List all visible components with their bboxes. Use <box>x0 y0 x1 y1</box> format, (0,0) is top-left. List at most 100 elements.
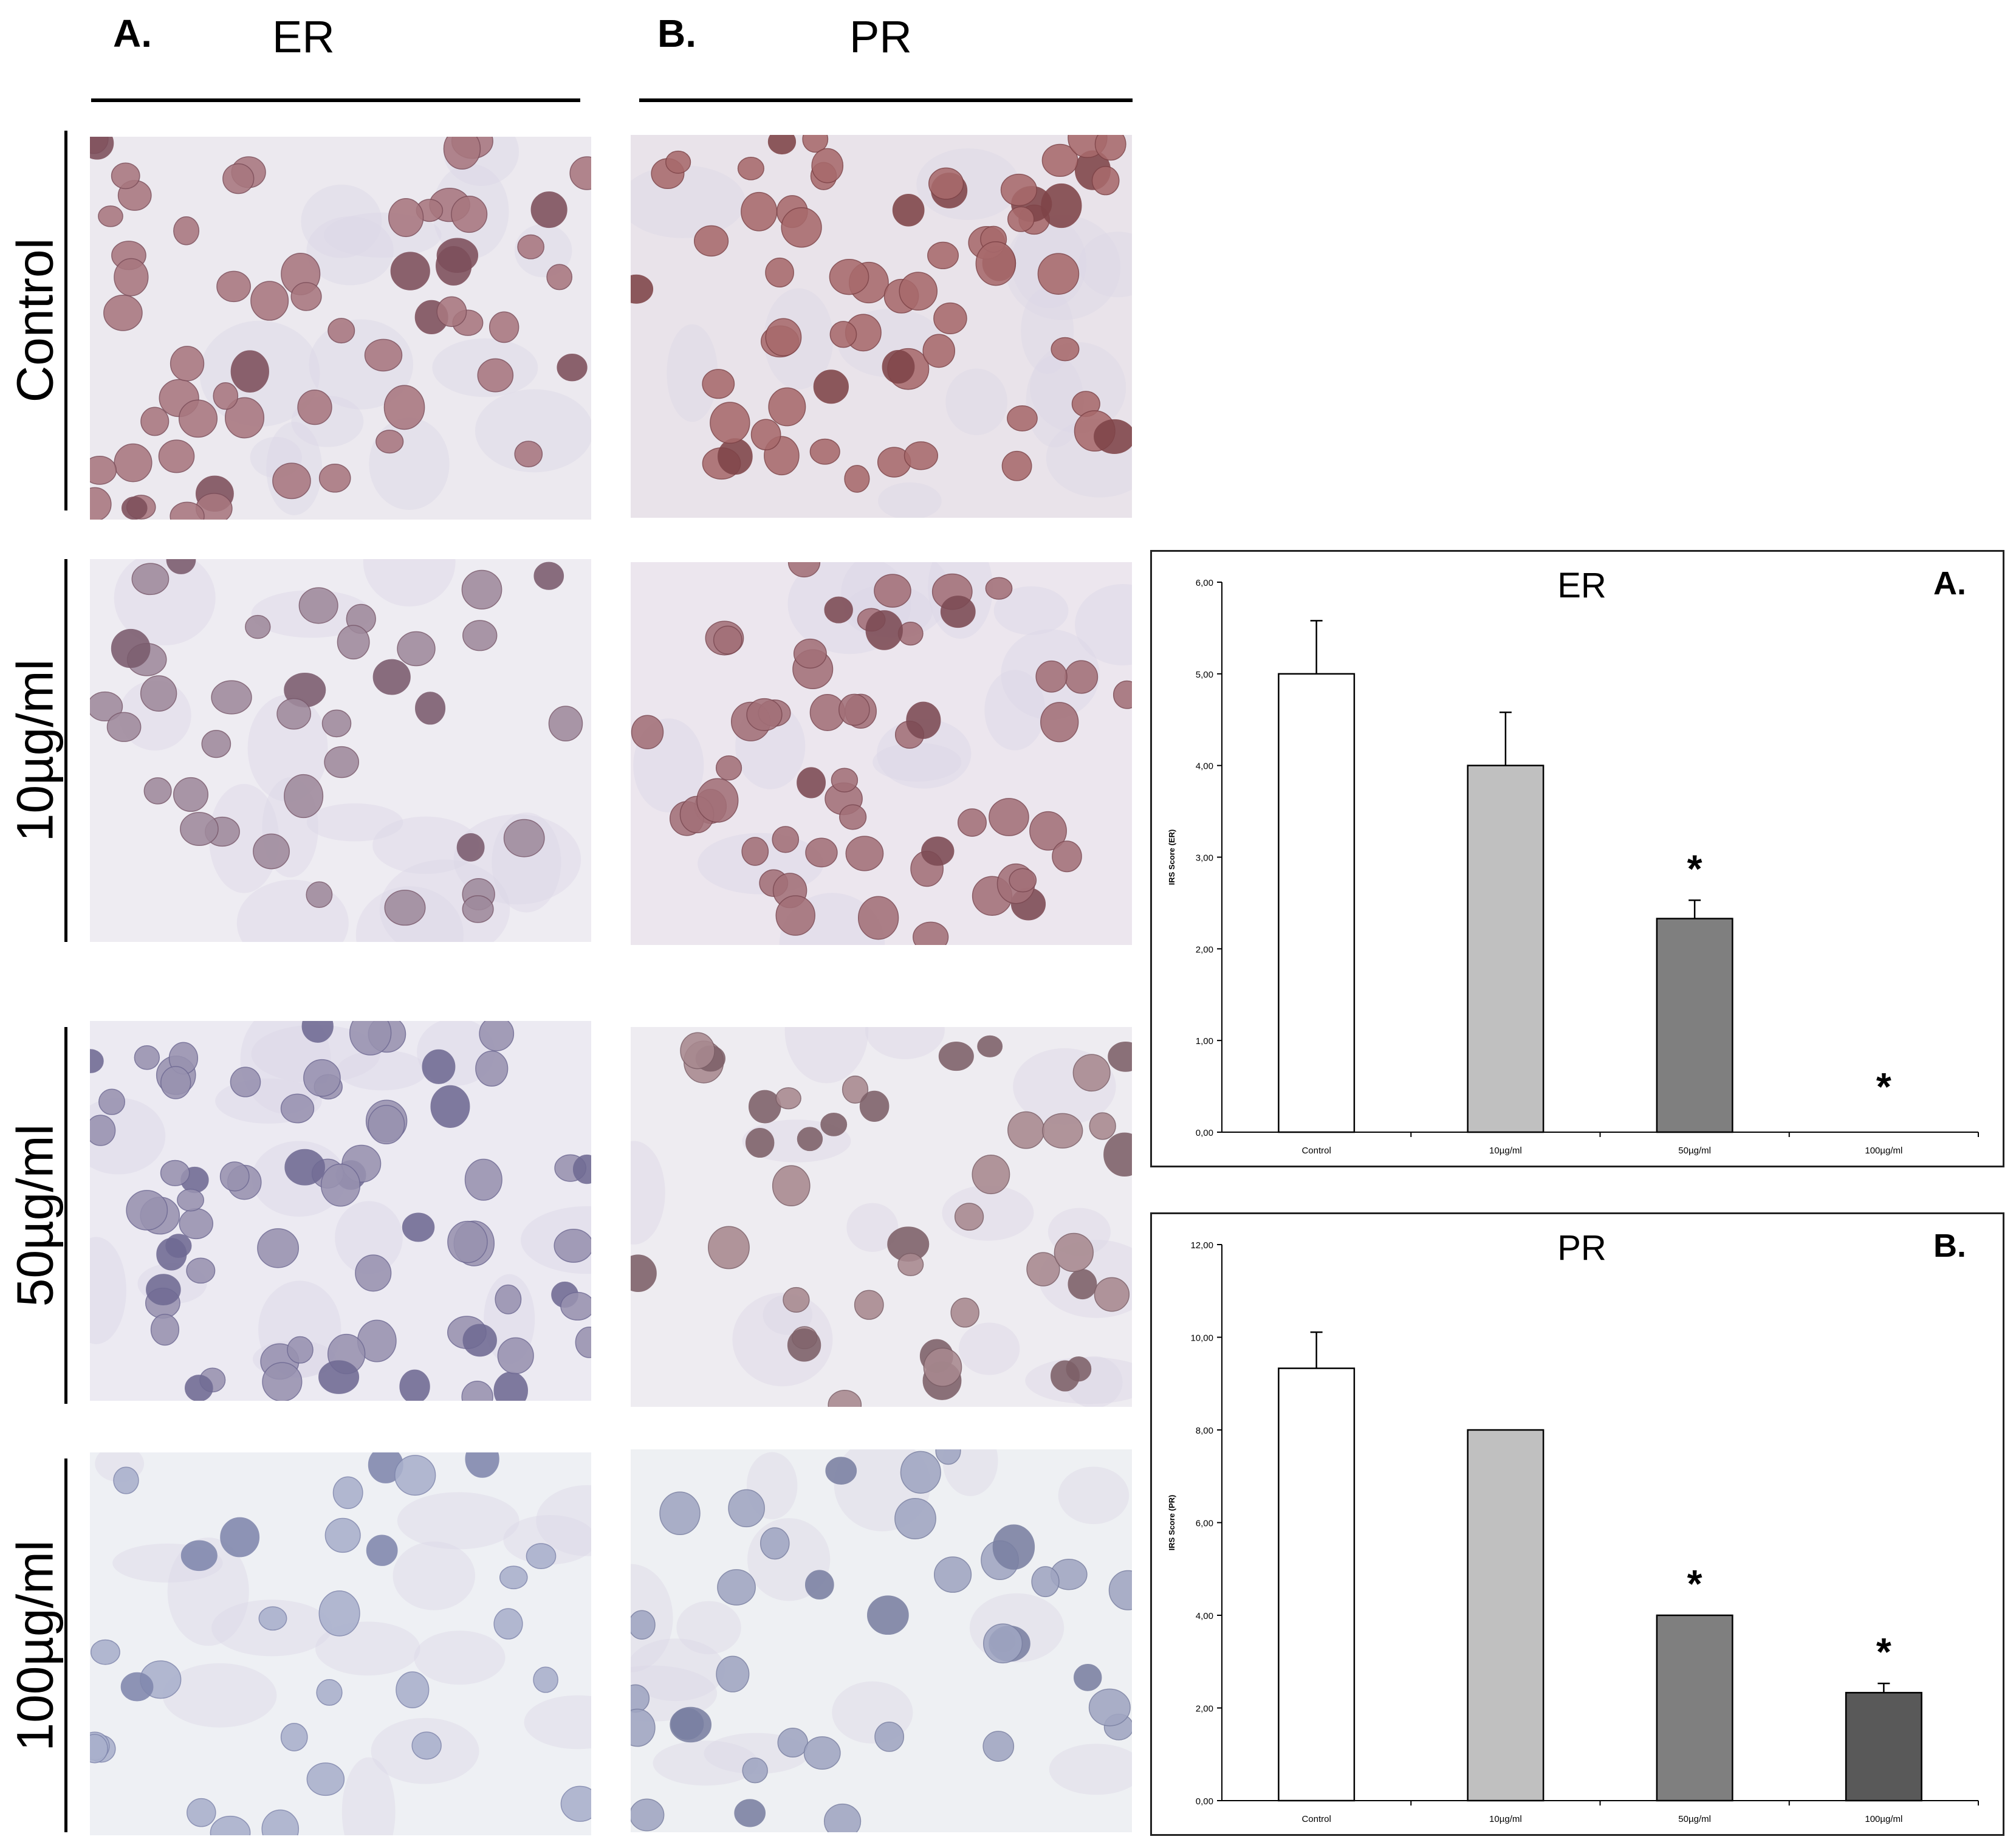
cell-nucleus <box>1052 840 1082 873</box>
cell-nucleus <box>98 205 123 227</box>
cell-nucleus <box>1072 1054 1111 1092</box>
cell-nucleus <box>734 1799 766 1827</box>
cell-nucleus <box>173 216 200 246</box>
cytoplasm <box>878 482 942 518</box>
micrograph-pr-control <box>631 135 1132 518</box>
cell-nucleus <box>90 137 114 160</box>
panel-a-letter: A. <box>113 12 152 55</box>
cell-nucleus <box>262 1362 303 1401</box>
cell-nucleus <box>867 1595 909 1635</box>
cell-nucleus <box>750 419 781 451</box>
cell-nucleus <box>1074 1664 1102 1691</box>
cell-nucleus <box>775 895 815 936</box>
cell-nucleus <box>318 1590 360 1637</box>
chart-panel-letter: A. <box>1933 565 1966 602</box>
cell-nucleus <box>793 638 827 669</box>
chart-title: PR <box>1557 1228 1606 1268</box>
cell-nucleus <box>1000 173 1038 207</box>
cell-nucleus <box>765 257 794 288</box>
cell-nucleus <box>160 1066 191 1099</box>
micrograph-pr-10 <box>631 562 1132 945</box>
bar <box>1656 918 1733 1133</box>
cell-nucleus <box>802 135 829 153</box>
cell-nucleus <box>903 441 939 470</box>
panel-b-title: PR <box>849 12 912 62</box>
cell-nucleus <box>804 1570 834 1600</box>
cell-nucleus <box>150 1313 180 1346</box>
panel-a-title: ER <box>272 12 335 62</box>
cell-nucleus <box>671 1708 704 1740</box>
cell-nucleus <box>772 1165 811 1207</box>
cell-nucleus <box>560 1291 591 1321</box>
panel-b-letter: B. <box>657 12 696 55</box>
cell-nucleus <box>287 1336 314 1364</box>
cell-nucleus <box>533 562 564 590</box>
cell-nucleus <box>809 438 840 465</box>
cell-nucleus <box>1051 337 1080 362</box>
cell-nucleus <box>813 369 849 404</box>
cell-nucleus <box>290 282 322 311</box>
y-tick-label: 0,00 <box>1196 1128 1213 1138</box>
cell-nucleus <box>989 798 1029 836</box>
cytoplasm <box>1030 342 1126 433</box>
cell-nucleus <box>173 777 208 812</box>
cell-nucleus <box>1103 1132 1132 1177</box>
cell-nucleus <box>718 438 753 475</box>
cytoplasm <box>393 1541 476 1610</box>
y-tick-label: 3,00 <box>1196 853 1213 864</box>
cell-nucleus <box>839 804 867 830</box>
cell-nucleus <box>280 1093 315 1124</box>
cell-nucleus <box>90 1115 116 1146</box>
cell-nucleus <box>430 1085 470 1128</box>
cell-nucleus <box>372 659 411 695</box>
cell-nucleus <box>297 390 332 425</box>
cell-nucleus <box>845 836 884 871</box>
y-tick-label: 0,00 <box>1196 1796 1213 1807</box>
cell-nucleus <box>464 1158 502 1201</box>
cell-nucleus <box>390 252 430 290</box>
cell-nucleus <box>938 1041 974 1071</box>
cell-nucleus <box>741 191 778 232</box>
cell-nucleus <box>1089 1112 1116 1140</box>
cell-nucleus <box>253 833 290 870</box>
cell-nucleus <box>131 563 170 596</box>
cell-nucleus <box>742 1757 768 1784</box>
cell-nucleus <box>368 1105 405 1144</box>
cell-nucleus <box>126 1190 168 1231</box>
cytoplasm <box>1026 355 1084 448</box>
cytoplasm <box>363 559 456 607</box>
cell-nucleus <box>436 296 467 328</box>
x-tick-label: 10µg/ml <box>1489 1146 1522 1156</box>
cell-nucleus <box>982 1623 1023 1664</box>
cell-nucleus <box>906 701 941 739</box>
cell-nucleus <box>120 1672 154 1702</box>
cell-nucleus <box>306 881 333 909</box>
cytoplasm <box>90 1098 166 1175</box>
cell-nucleus <box>1037 253 1080 295</box>
cell-nucleus <box>1094 1277 1130 1312</box>
cell-nucleus <box>842 1075 869 1104</box>
cytoplasm <box>945 368 1007 435</box>
x-tick-label: 50µg/ml <box>1678 1814 1711 1824</box>
cell-nucleus <box>250 281 289 321</box>
cell-nucleus <box>1001 450 1032 481</box>
cytoplasm <box>846 1203 899 1252</box>
cell-nucleus <box>844 465 870 493</box>
y-tick-label: 2,00 <box>1196 944 1213 955</box>
cell-nucleus <box>854 1290 884 1320</box>
cell-nucleus <box>746 698 783 731</box>
cell-nucleus <box>985 577 1013 600</box>
cell-nucleus <box>1054 1232 1094 1273</box>
cell-nucleus <box>526 1543 557 1569</box>
cell-nucleus <box>935 1449 961 1465</box>
cell-nucleus <box>177 1189 205 1212</box>
cell-nucleus <box>327 318 355 344</box>
cell-nucleus <box>397 631 436 667</box>
bar <box>1845 1692 1922 1802</box>
cell-nucleus <box>258 1606 287 1631</box>
cell-nucleus <box>954 1203 984 1231</box>
cell-nucleus <box>514 441 543 467</box>
cell-nucleus <box>759 1527 790 1560</box>
cell-nucleus <box>479 1021 515 1051</box>
micrograph-pr-50 <box>631 1027 1132 1407</box>
